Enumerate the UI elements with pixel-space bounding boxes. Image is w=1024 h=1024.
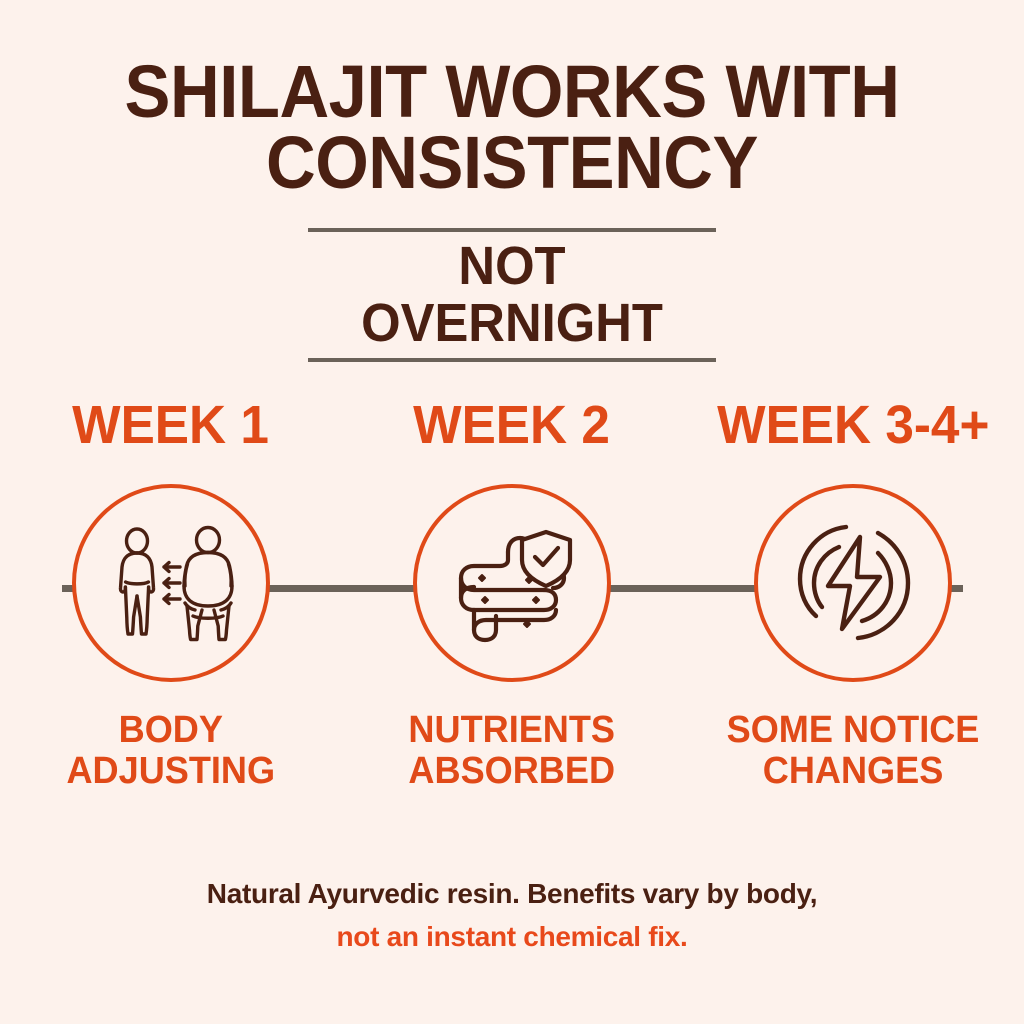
timeline-step-week-2: WEEK 2 — [341, 398, 682, 818]
step-caption-week-2: NUTRIENTS ABSORBED — [408, 709, 616, 793]
step-week-label: WEEK 3-4+ — [717, 395, 990, 455]
icon-circle-week-2 — [412, 484, 611, 682]
body-transformation-icon — [107, 524, 235, 642]
gut-shield-icon — [448, 520, 576, 646]
divider-top — [308, 228, 716, 232]
footer-disclaimer: Natural Ayurvedic resin. Benefits vary b… — [0, 872, 1024, 959]
headline-line-2: CONSISTENCY — [266, 121, 758, 205]
timeline-step-week-3: WEEK 3-4+ SOME NOTICE — [683, 398, 1024, 818]
page-title: SHILAJIT WORKS WITH CONSISTENCY — [36, 50, 988, 205]
step-week-label: WEEK 2 — [413, 395, 611, 455]
subtitle-block: NOT OVERNIGHT — [308, 228, 716, 363]
step-caption-line-2: ADJUSTING — [66, 750, 275, 793]
step-caption-line-2: ABSORBED — [408, 750, 616, 793]
divider-bottom — [308, 358, 716, 363]
step-caption-week-3: SOME NOTICE CHANGES — [726, 709, 980, 793]
step-caption-line-2: CHANGES — [763, 750, 944, 793]
timeline-step-week-1: WEEK 1 — [0, 398, 341, 818]
headline-line-1: SHILAJIT WORKS WITH — [124, 50, 900, 133]
icon-circle-week-3 — [754, 484, 953, 682]
subtitle-text: NOT OVERNIGHT — [361, 236, 663, 354]
step-caption-line-1: NUTRIENTS — [408, 709, 616, 751]
icon-circle-week-1 — [71, 484, 270, 682]
step-caption-week-1: BODY ADJUSTING — [66, 709, 275, 793]
footer-line-1: Natural Ayurvedic resin. Benefits vary b… — [206, 878, 818, 909]
timeline-steps: WEEK 1 — [0, 398, 1024, 818]
energy-bolt-icon — [790, 520, 916, 646]
step-caption-line-1: SOME NOTICE — [726, 709, 980, 751]
step-week-label: WEEK 1 — [72, 395, 270, 455]
step-caption-line-1: BODY — [118, 709, 223, 751]
footer-line-2: not an instant chemical fix. — [336, 921, 688, 953]
